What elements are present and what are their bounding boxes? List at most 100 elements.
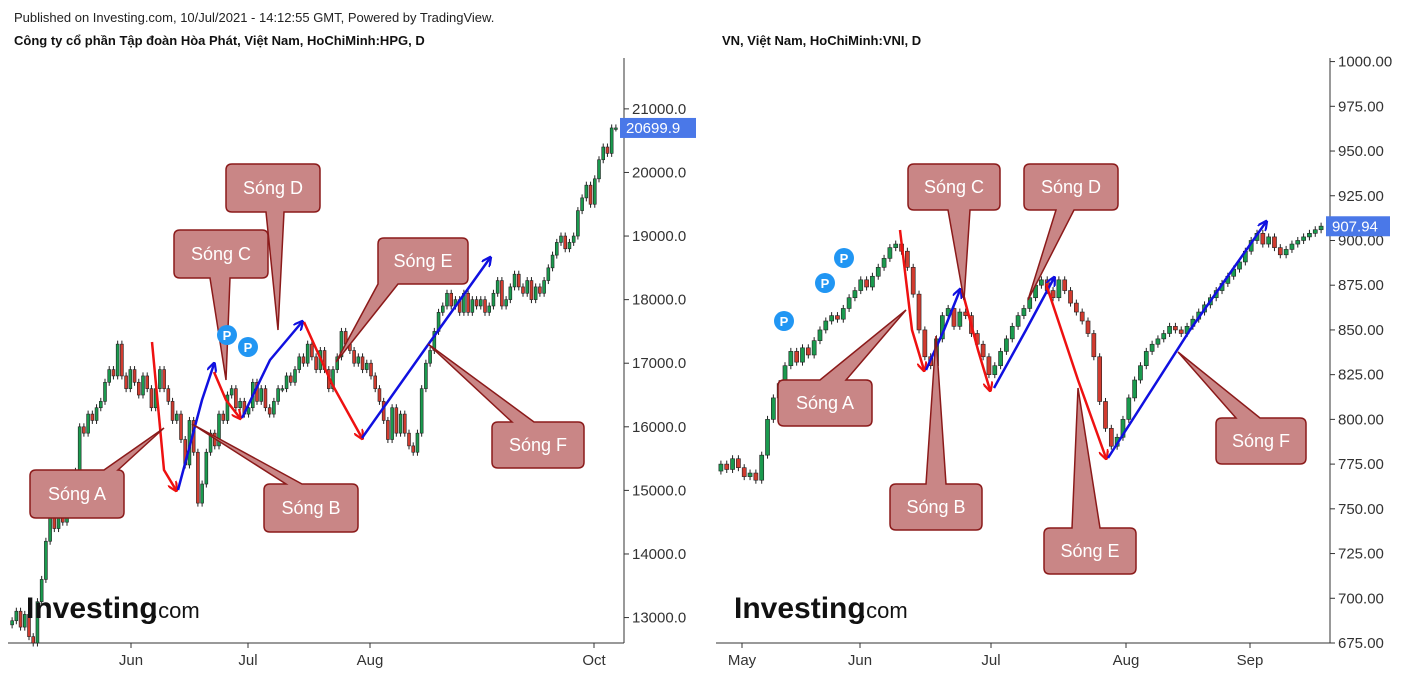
hpg-candle-body	[605, 146, 610, 154]
vni-wave-up-3	[1106, 222, 1266, 459]
hpg-candle-body	[27, 614, 31, 637]
vni-pivot-1-label: P	[780, 314, 789, 329]
vni-logo-brand: Investing	[734, 592, 866, 625]
hpg-candle-body	[10, 620, 14, 626]
hpg-candle-body	[550, 254, 555, 269]
hpg-candle-body	[525, 280, 530, 294]
hpg-wave-up-1	[176, 364, 214, 491]
hpg-candle-body	[305, 343, 310, 364]
hpg-y-ticks: 13000.0 14000.0 15000.0 16000.0 17000.0 18000…	[624, 101, 686, 627]
vni-candle-body	[1021, 308, 1027, 316]
hpg-candle-body	[175, 413, 179, 421]
vni-pivot-3-label: P	[840, 251, 849, 266]
hpg-candle-body	[331, 369, 335, 389]
vni-wave-down-3	[1044, 283, 1106, 458]
vni-candle-body	[1277, 247, 1283, 256]
vni-candle-body	[998, 351, 1003, 367]
hpg-candle-body	[597, 159, 601, 180]
hpg-y-tick-label: 18000.0	[632, 292, 686, 309]
hpg-x-tick-label: Jul	[238, 652, 257, 669]
vni-candle-body	[992, 365, 998, 375]
vni-y-tick-label: 1000.00	[1338, 54, 1392, 71]
vni-candle-body	[1056, 279, 1062, 299]
hpg-candle-body	[478, 299, 483, 307]
vni-candle-body	[881, 258, 887, 268]
hpg-y-tick-label: 21000.0	[632, 101, 686, 118]
hpg-x-tick-label: Jun	[119, 652, 143, 669]
hpg-candle-body	[449, 292, 454, 307]
hpg-candle-body	[90, 413, 95, 421]
vni-candle-body	[1312, 229, 1318, 234]
hpg-candle-body	[339, 331, 344, 358]
hpg-candle-body	[491, 292, 496, 307]
hpg-candle-body	[162, 369, 166, 389]
vni-x-tick-label: Aug	[1113, 652, 1140, 669]
hpg-candle-body	[141, 375, 145, 396]
hpg-wave-down-2	[212, 371, 240, 418]
vni-candle-body	[916, 293, 922, 331]
hpg-candle-body	[293, 369, 297, 383]
hpg-candle-body	[415, 432, 420, 453]
left-chart-title: Công ty cổ phần Tập đoàn Hòa Phát, Việt …	[14, 33, 425, 48]
hpg-candle-body	[554, 242, 559, 256]
hpg-x-tick-label: Aug	[357, 652, 384, 669]
vni-candle-body	[1149, 343, 1155, 352]
vni-y-tick-label: 875.00	[1338, 277, 1384, 294]
vni-candle-body	[805, 347, 811, 356]
vni-chart: 675.00 700.00 725.00 750.00 775.00 800.00 825.…	[716, 54, 1392, 669]
vni-candle-body	[829, 315, 834, 322]
vni-candle-body	[951, 308, 957, 327]
vni-candle-body	[771, 397, 776, 420]
vni-callout-c: Sóng C	[907, 163, 1001, 301]
vni-candle-body	[1301, 236, 1306, 241]
vni-candle-body	[1167, 326, 1172, 334]
vni-candle-body	[1266, 236, 1271, 245]
vni-last-price-tag: 907.94	[1326, 216, 1390, 237]
hpg-candle-body	[542, 280, 546, 294]
hpg-last-price-tag: 20699.9	[620, 117, 696, 138]
hpg-callout-f: Sóng F	[427, 343, 585, 469]
hpg-candle-body	[149, 388, 154, 409]
vni-candle-body	[1039, 279, 1044, 286]
hpg-candle-body	[369, 362, 373, 377]
hpg-candle-body	[508, 286, 513, 300]
vni-y-ticks: 675.00 700.00 725.00 750.00 775.00 800.00 825.…	[1330, 54, 1392, 652]
vni-pivot-1[interactable]: P	[774, 311, 794, 331]
hpg-candle-body	[335, 356, 340, 370]
hpg-candle-body	[364, 362, 369, 370]
hpg-candle-body	[145, 375, 150, 389]
hpg-pivot-1[interactable]: P	[217, 325, 237, 345]
hpg-candle-body	[419, 388, 424, 434]
vni-candle-body	[718, 463, 724, 472]
hpg-pivot-2[interactable]: P	[238, 337, 258, 357]
vni-pivot-2[interactable]: P	[815, 273, 835, 293]
hpg-x-tick-label: Oct	[582, 652, 606, 669]
hpg-candle-body	[301, 356, 306, 364]
hpg-wave-down-1	[150, 341, 176, 490]
hpg-candle-body	[377, 388, 382, 402]
hpg-candle-body	[567, 242, 572, 250]
hpg-callout-a: Sóng A	[29, 427, 165, 519]
vni-candle-body	[1307, 233, 1312, 238]
hpg-candle-body	[120, 343, 124, 377]
hpg-candle-body	[170, 401, 175, 421]
vni-pivot-3[interactable]: P	[834, 248, 854, 268]
hpg-callout-c-label: Sóng C	[191, 244, 251, 264]
hpg-callout-d-label: Sóng D	[243, 178, 303, 198]
vni-candle-body	[1272, 236, 1277, 248]
hpg-candle-body	[466, 292, 470, 313]
hpg-callout-e: Sóng E	[335, 237, 469, 363]
hpg-y-tick-label: 13000.0	[632, 610, 686, 627]
vni-candle-body	[759, 454, 765, 481]
hpg-candle-body	[512, 273, 517, 288]
vni-callout-b: Sóng B	[889, 335, 983, 531]
hpg-candle-body	[179, 413, 183, 440]
hpg-candle-body	[538, 286, 542, 294]
vni-y-tick-label: 750.00	[1338, 501, 1384, 518]
vni-candle-body	[875, 267, 881, 277]
vni-candle-body	[753, 472, 759, 481]
vni-logo-suffix: .com	[860, 598, 908, 623]
hpg-candle-body	[601, 146, 606, 161]
vni-candle-body	[1143, 351, 1149, 367]
vni-investing-logo: Investing .com	[734, 592, 908, 625]
